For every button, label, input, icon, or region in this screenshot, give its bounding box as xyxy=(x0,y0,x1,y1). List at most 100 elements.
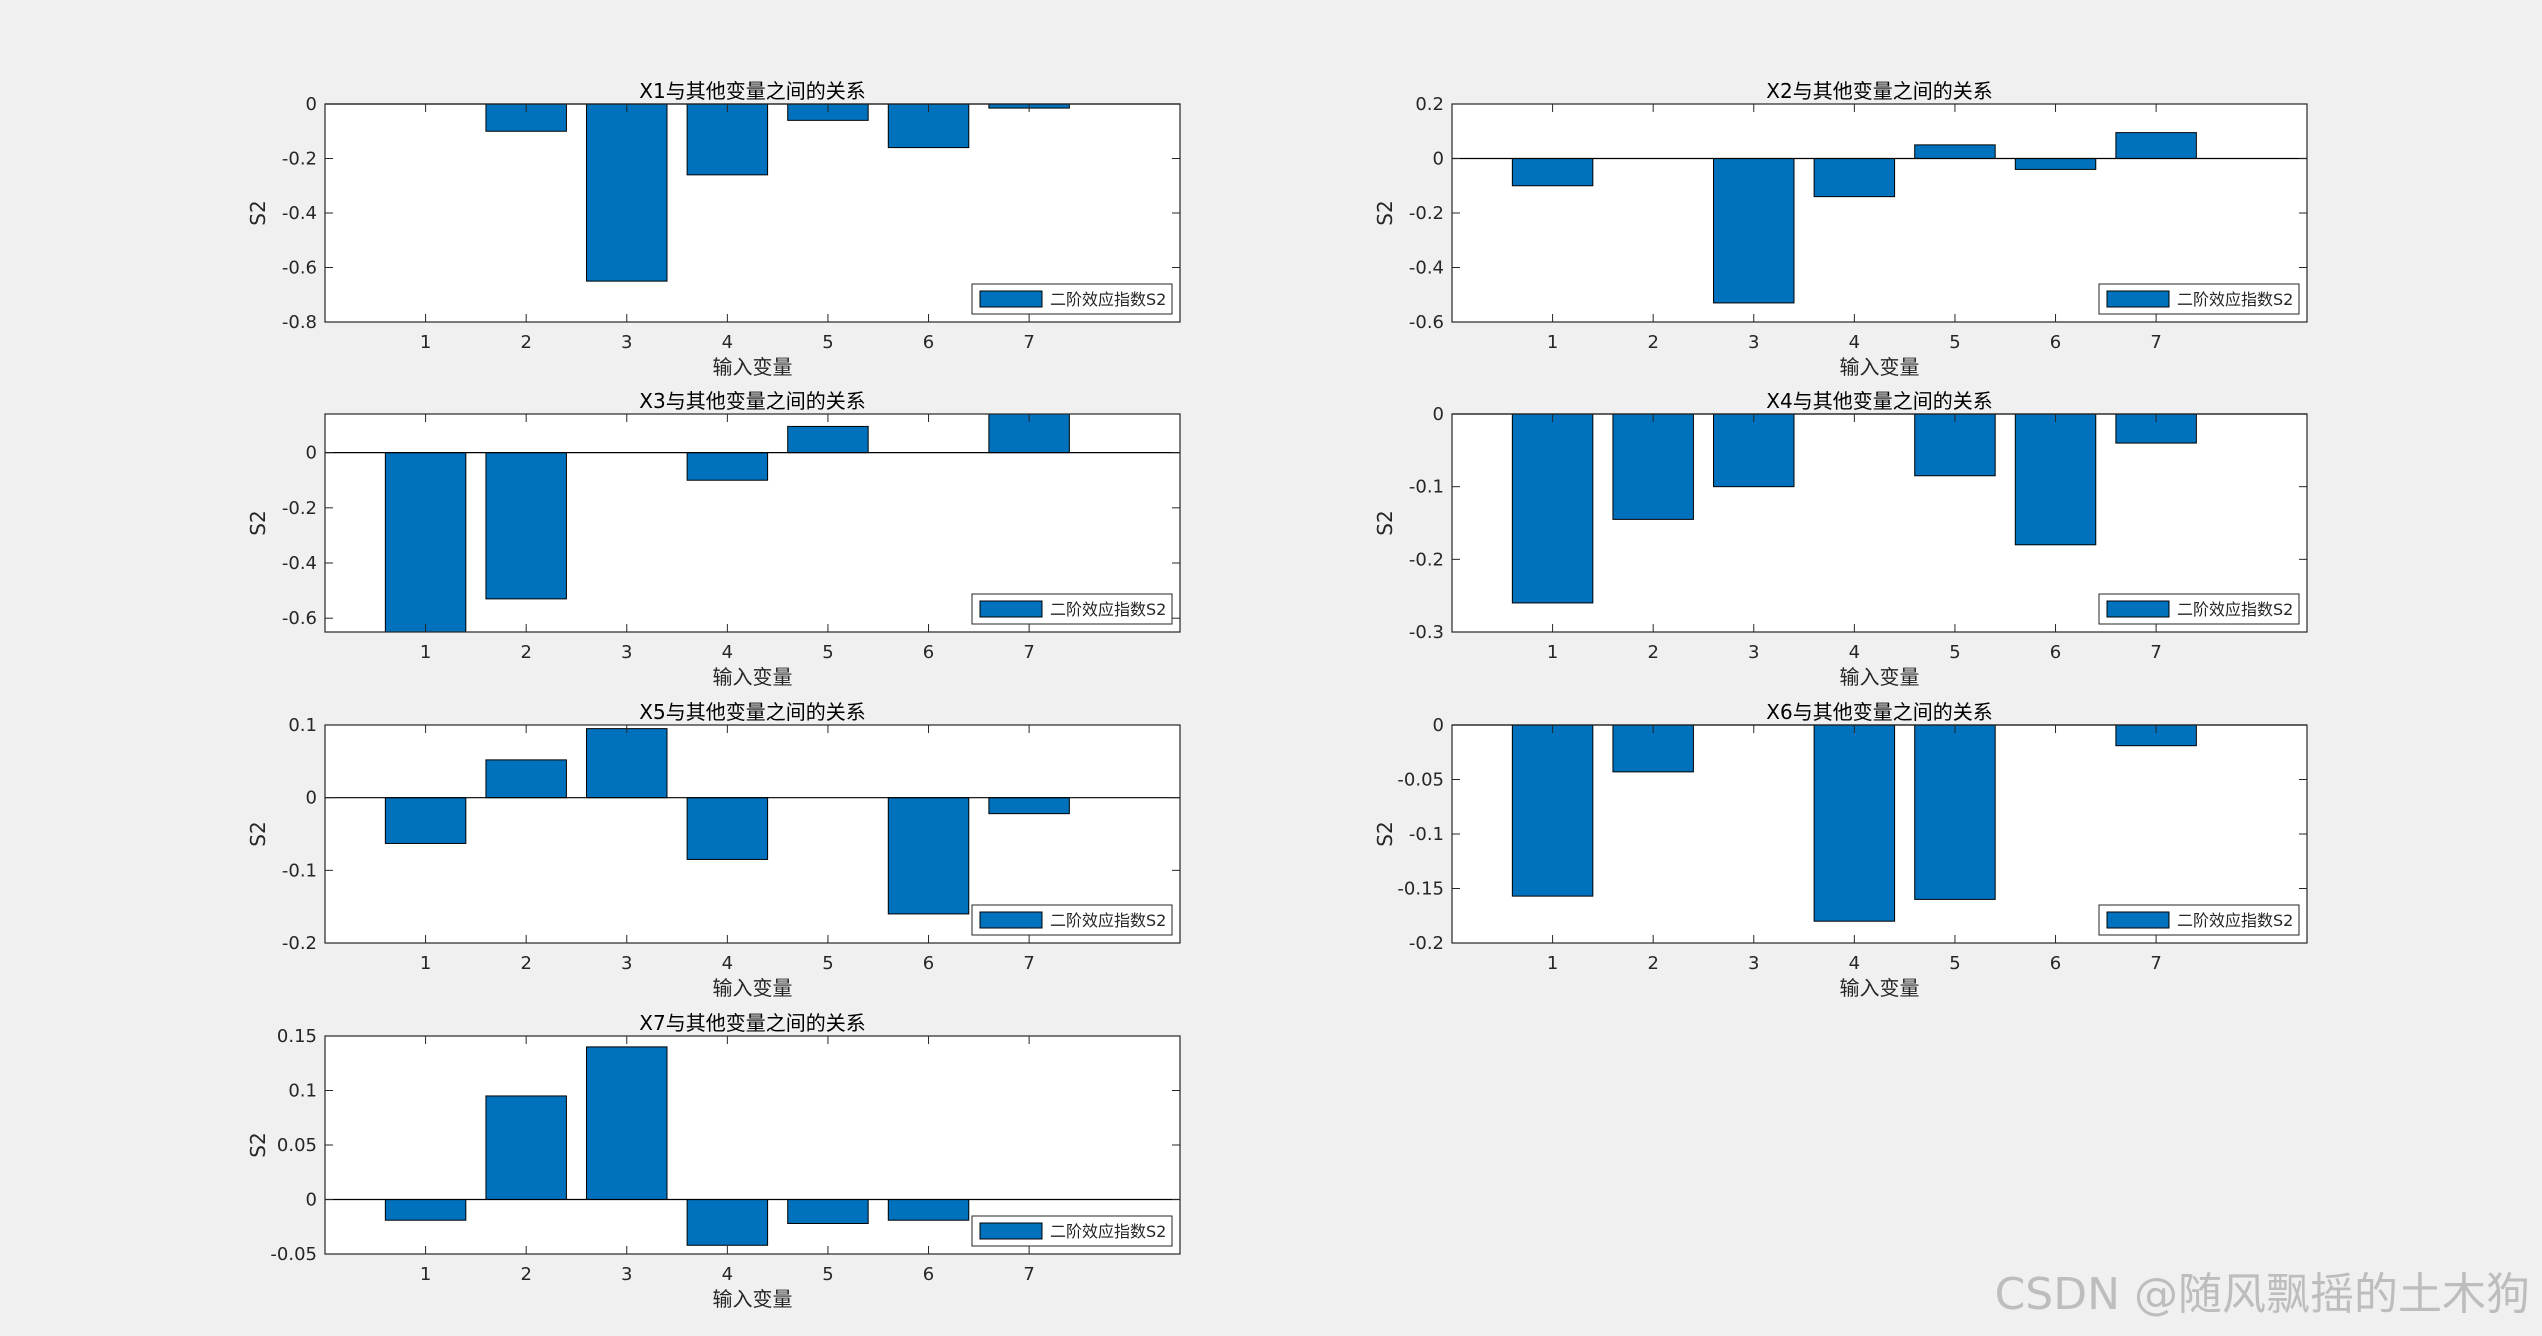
legend: 二阶效应指数S2 xyxy=(2098,593,2300,625)
y-tick-label: 0.1 xyxy=(288,1081,317,1102)
bar-4 xyxy=(686,452,769,481)
y-tick-label: -0.05 xyxy=(1397,770,1444,791)
x-tick-label: 3 xyxy=(1748,332,1759,353)
y-tick-label: -0.4 xyxy=(282,553,317,574)
x-tick-label: 5 xyxy=(822,642,833,663)
x-tick-label: 6 xyxy=(923,953,934,974)
y-tick-label: -0.15 xyxy=(1397,879,1444,900)
x-axis-label: 输入变量 xyxy=(1840,665,1920,689)
x-tick-label: 5 xyxy=(1949,332,1960,353)
bar-4 xyxy=(686,797,769,860)
y-axis-label: S2 xyxy=(1373,510,1397,535)
watermark-text: CSDN @随风飘摇的土木狗 xyxy=(1994,1269,2530,1320)
y-tick-label: -0.6 xyxy=(1409,312,1444,333)
bar-4 xyxy=(686,103,769,176)
bar-6 xyxy=(2014,158,2097,170)
x-tick-label: 1 xyxy=(420,642,431,663)
x-tick-label: 7 xyxy=(1023,642,1034,663)
x-tick-label: 1 xyxy=(1547,642,1558,663)
chart-title: X5与其他变量之间的关系 xyxy=(639,700,865,724)
y-tick-label: -0.4 xyxy=(282,203,317,224)
x-tick-label: 4 xyxy=(722,332,733,353)
bar-6 xyxy=(887,1199,970,1221)
x-tick-label: 3 xyxy=(1748,642,1759,663)
chart-title: X4与其他变量之间的关系 xyxy=(1766,389,1992,413)
x-tick-label: 7 xyxy=(2150,642,2161,663)
legend: 二阶效应指数S2 xyxy=(971,904,1173,936)
y-tick-label: -0.1 xyxy=(282,860,317,881)
x-tick-label: 6 xyxy=(2050,953,2061,974)
x-axis-label: 输入变量 xyxy=(713,665,793,689)
y-tick-label: 0 xyxy=(306,443,317,464)
y-axis-label: S2 xyxy=(1373,821,1397,846)
legend: 二阶效应指数S2 xyxy=(2098,283,2300,315)
legend-swatch xyxy=(2106,911,2170,929)
x-tick-label: 5 xyxy=(1949,953,1960,974)
x-tick-label: 1 xyxy=(1547,332,1558,353)
axes-frame xyxy=(324,413,1181,633)
x-tick-label: 2 xyxy=(1647,332,1658,353)
x-tick-label: 7 xyxy=(1023,1264,1034,1285)
x-tick-label: 1 xyxy=(420,1264,431,1285)
bar-2 xyxy=(1612,413,1694,520)
chart-title: X7与其他变量之间的关系 xyxy=(639,1011,865,1035)
y-axis-label: S2 xyxy=(246,510,270,535)
x-tick-label: 2 xyxy=(1647,953,1658,974)
y-tick-label: 0 xyxy=(306,1190,317,1211)
bar-1 xyxy=(384,797,467,844)
legend-label: 二阶效应指数S2 xyxy=(1050,290,1166,309)
chart-title: X1与其他变量之间的关系 xyxy=(639,79,865,103)
x-tick-label: 7 xyxy=(2150,332,2161,353)
bar-4 xyxy=(686,1199,769,1246)
bar-6 xyxy=(887,797,970,915)
legend-swatch xyxy=(2106,600,2170,618)
y-tick-label: -0.1 xyxy=(1409,477,1444,498)
y-tick-label: 0.2 xyxy=(1415,94,1444,115)
y-tick-label: 0 xyxy=(306,788,317,809)
x-tick-label: 5 xyxy=(822,332,833,353)
y-tick-label: -0.3 xyxy=(1409,622,1444,643)
bar-2 xyxy=(485,452,567,600)
bar-5 xyxy=(787,1199,869,1224)
y-tick-label: -0.6 xyxy=(282,258,317,279)
y-tick-label: -0.2 xyxy=(1409,549,1444,570)
legend-label: 二阶效应指数S2 xyxy=(1050,600,1166,619)
legend-swatch xyxy=(979,290,1043,308)
bar-1 xyxy=(1511,413,1594,604)
x-tick-label: 3 xyxy=(621,332,632,353)
legend-label: 二阶效应指数S2 xyxy=(2177,290,2293,309)
x-tick-label: 3 xyxy=(621,1264,632,1285)
x-axis-label: 输入变量 xyxy=(1840,355,1920,379)
y-tick-label: 0 xyxy=(1433,715,1444,736)
y-axis-label: S2 xyxy=(1373,200,1397,225)
x-tick-label: 6 xyxy=(923,1264,934,1285)
bar-3 xyxy=(586,103,668,282)
y-tick-label: -0.2 xyxy=(282,933,317,954)
legend-swatch xyxy=(979,1222,1043,1240)
y-tick-label: 0 xyxy=(1433,149,1444,170)
axes-frame xyxy=(324,724,1181,944)
y-tick-label: -0.2 xyxy=(1409,933,1444,954)
x-tick-label: 7 xyxy=(1023,953,1034,974)
y-tick-label: 0.05 xyxy=(277,1135,317,1156)
bar-1 xyxy=(1511,158,1594,187)
legend-swatch xyxy=(2106,290,2170,308)
bar-4 xyxy=(1813,724,1896,922)
x-tick-label: 3 xyxy=(1748,953,1759,974)
bar-2 xyxy=(485,1095,567,1200)
bar-3 xyxy=(586,1046,668,1201)
bar-1 xyxy=(384,1199,467,1221)
legend-label: 二阶效应指数S2 xyxy=(1050,1222,1166,1241)
y-tick-label: -0.6 xyxy=(282,608,317,629)
x-tick-label: 4 xyxy=(722,953,733,974)
y-tick-label: -0.4 xyxy=(1409,258,1444,279)
legend-swatch xyxy=(979,600,1043,618)
bar-1 xyxy=(384,452,467,633)
legend-swatch xyxy=(979,911,1043,929)
subplot-1: 1 2 3 4 5 6 7 0 -0.2 -0.4 -0.6 -0.8 X1与其他变量之间的关系输入变量… xyxy=(246,79,1181,379)
